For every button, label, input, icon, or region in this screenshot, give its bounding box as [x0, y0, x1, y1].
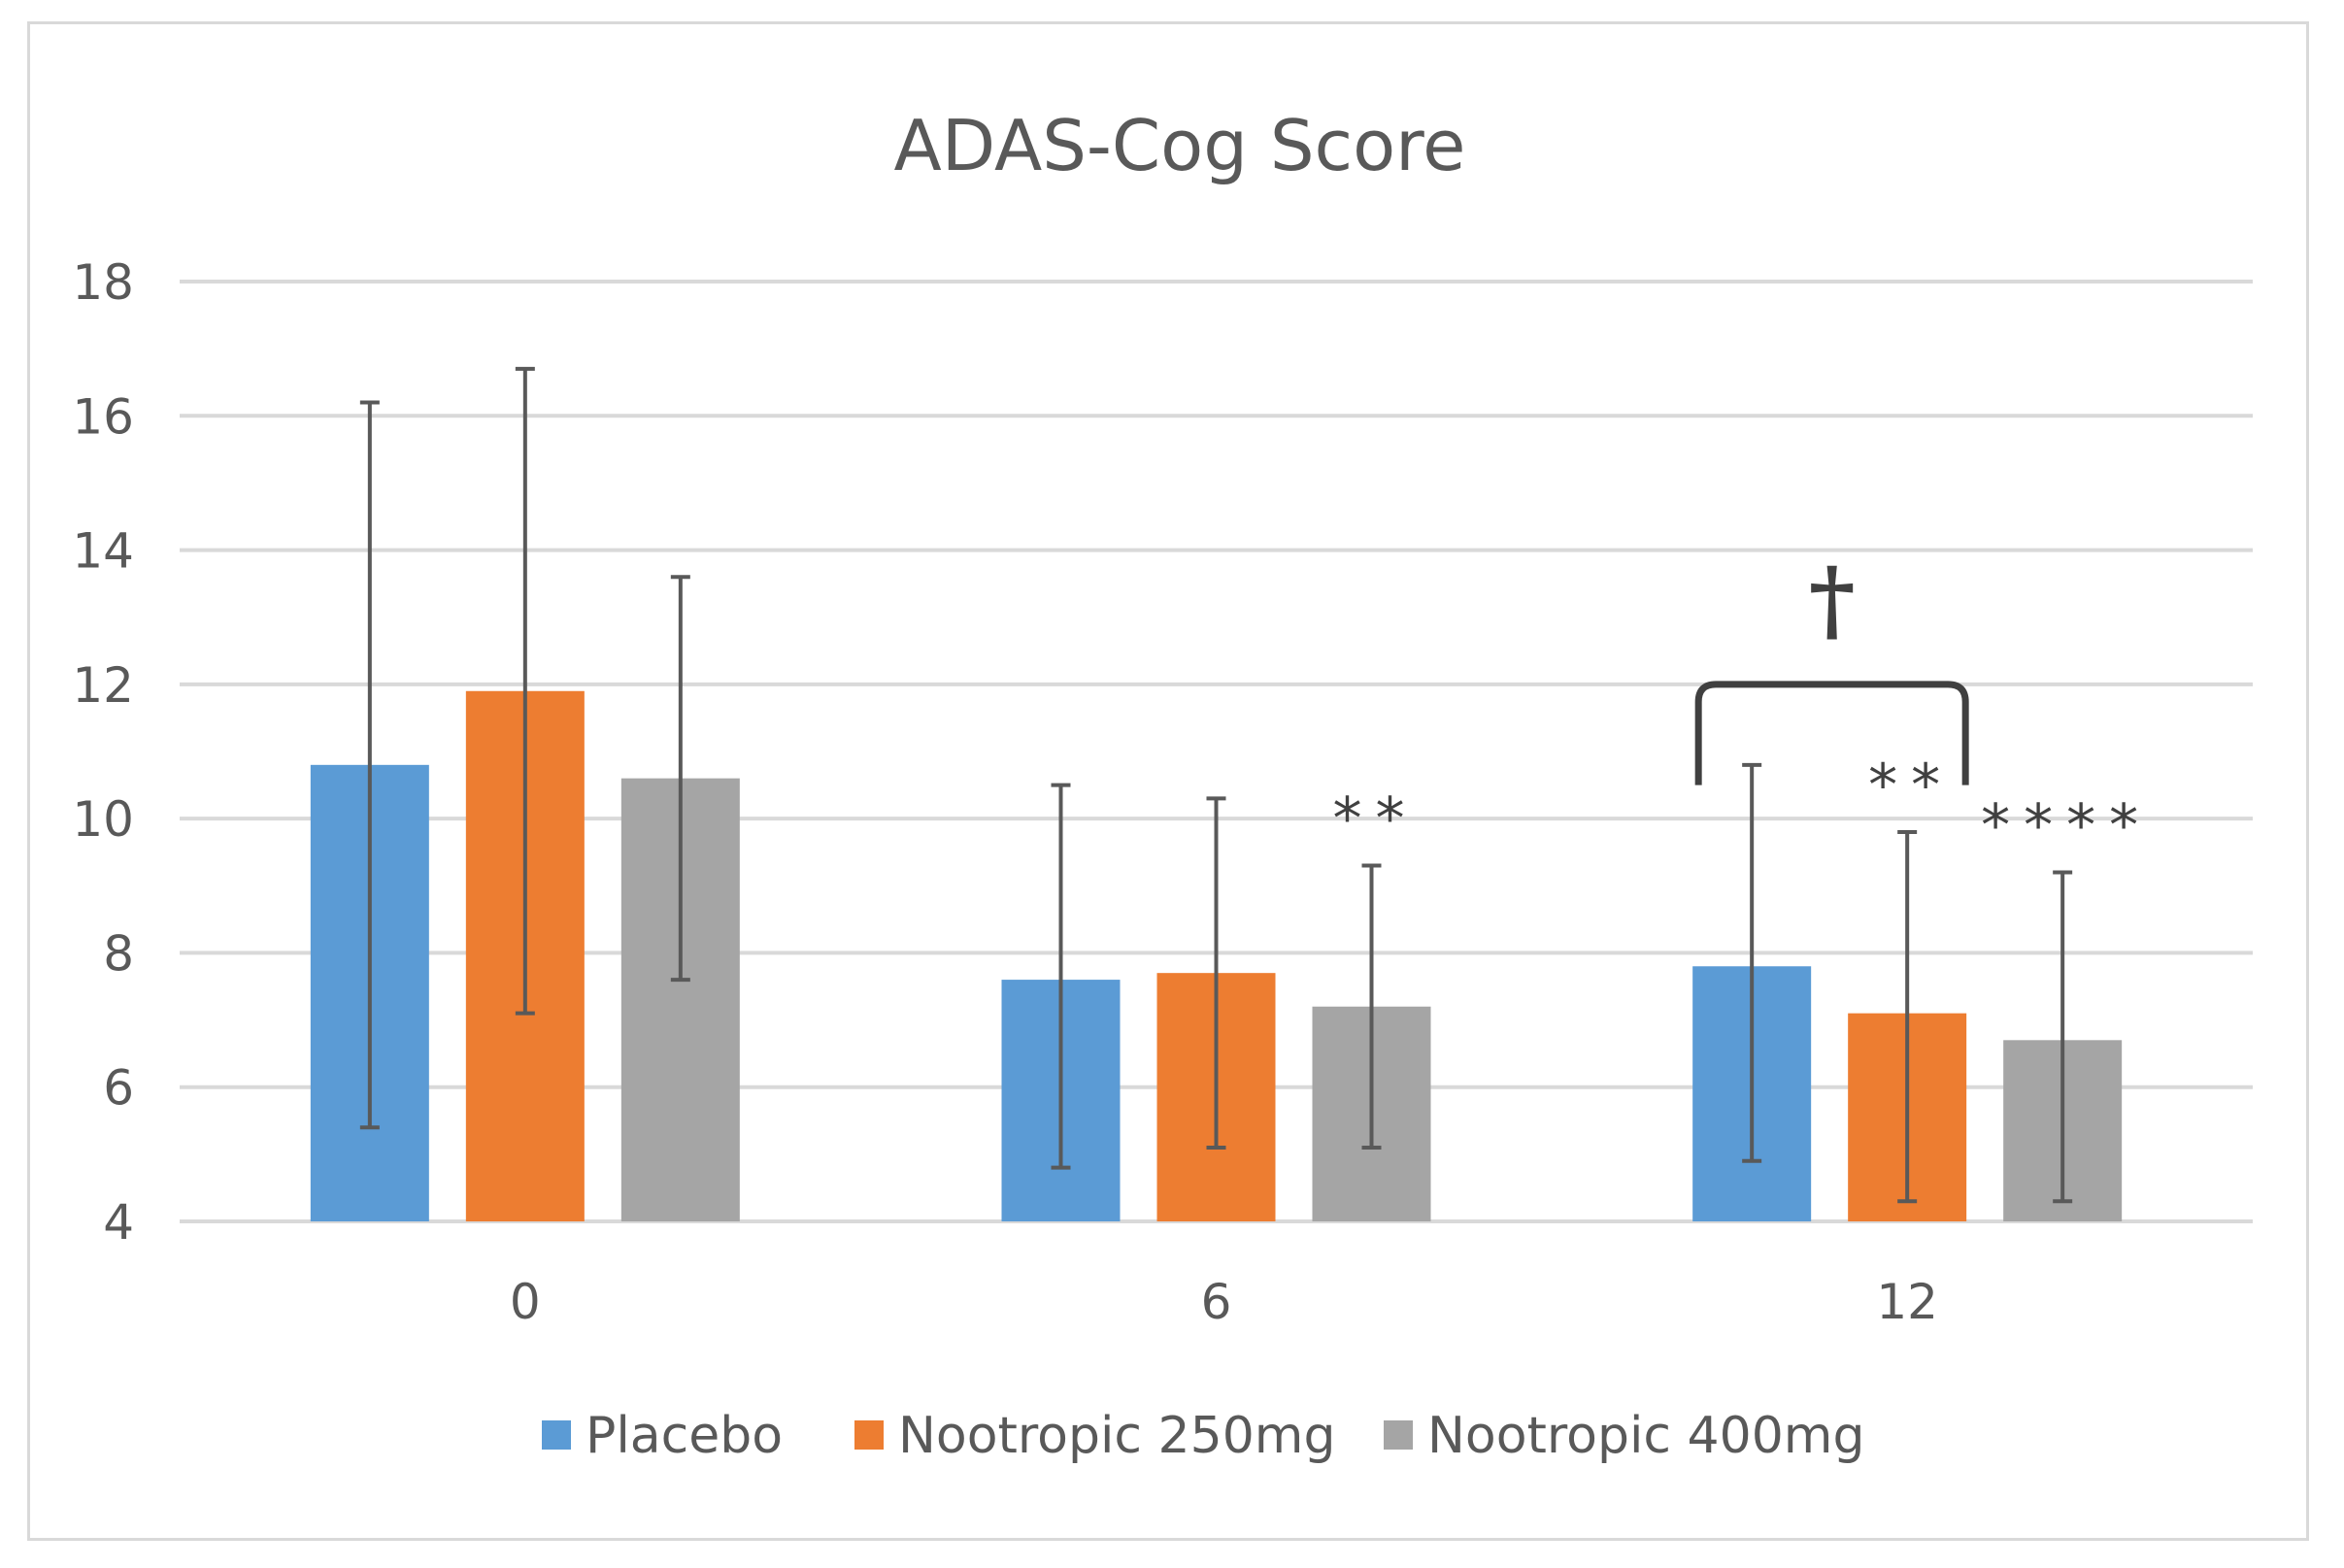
- y-tick-label: 16: [72, 388, 134, 445]
- y-axis-ticks: 4 6 8 10 12 14 16 18: [72, 254, 134, 1251]
- y-tick-label: 6: [103, 1060, 134, 1117]
- significance-stars: **: [1333, 785, 1419, 853]
- legend-swatch: [1384, 1420, 1413, 1450]
- x-tick-label: 0: [510, 1274, 541, 1330]
- legend-label: Placebo: [586, 1407, 783, 1465]
- y-tick-label: 18: [72, 254, 134, 311]
- chart-title: ADAS-Cog Score: [894, 105, 1466, 186]
- error-bars: [359, 366, 2073, 1204]
- y-tick-label: 8: [103, 925, 134, 982]
- significance-bracket: [1694, 681, 1969, 785]
- legend-label: Nootropic 400mg: [1427, 1407, 1864, 1465]
- legend: Placebo Nootropic 250mg Nootropic 400mg: [542, 1407, 1864, 1465]
- dagger-annotation: †: [1809, 548, 1856, 652]
- legend-swatch: [542, 1420, 571, 1450]
- x-axis-ticks: 0 6 12: [510, 1274, 1938, 1330]
- significance-stars: **: [1868, 751, 1954, 819]
- significance-annotations: ** ******†: [1333, 548, 2152, 860]
- y-tick-label: 4: [103, 1194, 134, 1251]
- legend-swatch: [854, 1420, 884, 1450]
- y-tick-label: 12: [72, 657, 134, 714]
- significance-stars: ****: [1981, 791, 2152, 859]
- x-tick-label: 6: [1201, 1274, 1232, 1330]
- legend-label: Nootropic 250mg: [898, 1407, 1335, 1465]
- y-tick-label: 10: [72, 791, 134, 848]
- x-tick-label: 12: [1876, 1274, 1938, 1330]
- y-tick-label: 14: [72, 523, 134, 580]
